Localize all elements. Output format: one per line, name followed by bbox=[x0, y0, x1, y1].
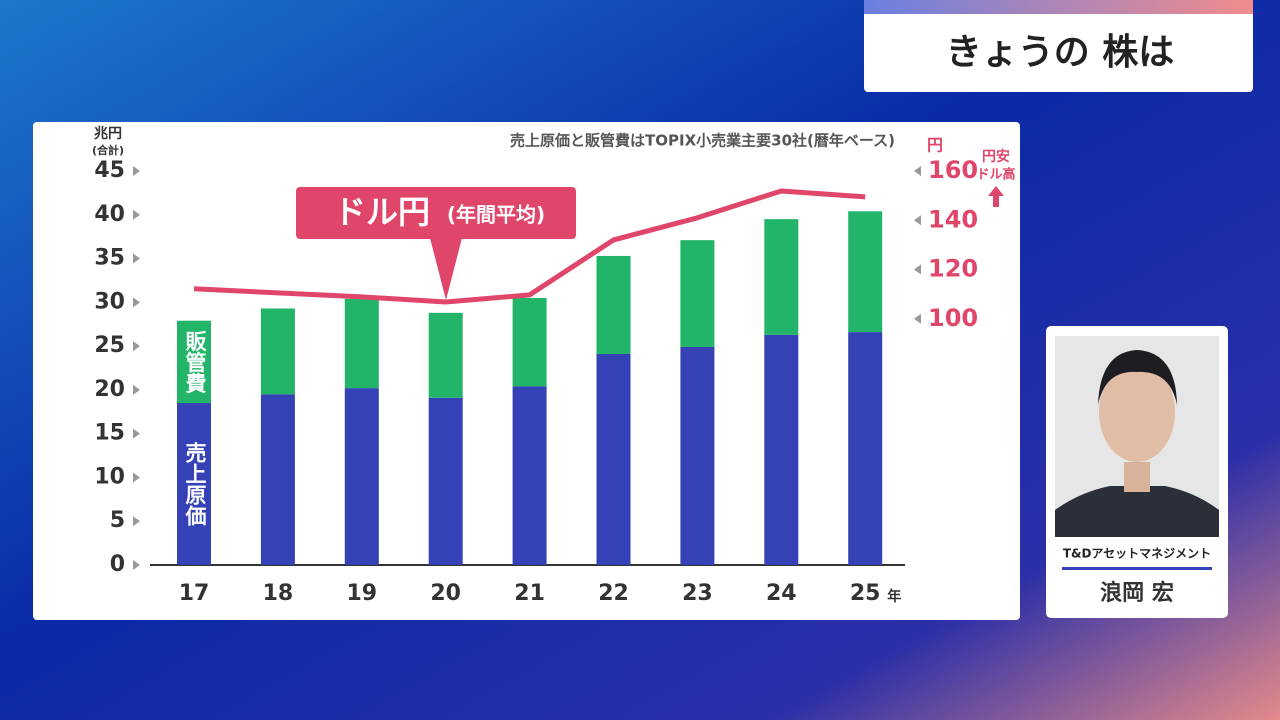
y-tick-mark bbox=[133, 297, 140, 308]
photo-suit bbox=[1055, 486, 1219, 537]
bar-segment bbox=[848, 332, 883, 565]
bar-segment bbox=[177, 403, 211, 565]
y-tick-label: 25 bbox=[94, 333, 125, 358]
y-tick-mark bbox=[133, 428, 140, 439]
plot: 0 5 10 15 20 25 30 35 40 45 100 120 140 160 17 18 19 20 21… bbox=[94, 156, 978, 606]
y2-note: 円安 bbox=[982, 148, 1010, 165]
bar-segment bbox=[680, 240, 715, 347]
y2-tick-mark bbox=[914, 215, 921, 226]
bar-segment bbox=[344, 388, 379, 565]
bar-segment bbox=[428, 312, 463, 398]
bar-segment bbox=[764, 334, 799, 565]
y-tick-label: 35 bbox=[94, 246, 125, 271]
y-unit: 兆円 bbox=[94, 126, 122, 142]
y-tick-mark bbox=[133, 253, 140, 264]
bar-segment bbox=[512, 386, 547, 565]
guest-company: T&Dアセットマネジメント bbox=[1063, 547, 1211, 561]
y-unit-note: (合計) bbox=[92, 143, 124, 157]
y-tick-mark bbox=[133, 166, 140, 176]
bar-segment bbox=[512, 297, 547, 387]
y-tick-label: 20 bbox=[94, 377, 125, 402]
header-box bbox=[864, 0, 1253, 92]
photo-face bbox=[1099, 362, 1175, 462]
y-tick-label: 40 bbox=[94, 202, 125, 227]
x-suffix: 年 bbox=[887, 588, 901, 605]
y-tick-label: 0 bbox=[110, 552, 125, 577]
x-tick-label: 20 bbox=[430, 581, 461, 606]
y-tick-label: 10 bbox=[94, 464, 125, 489]
bar-segment bbox=[428, 397, 463, 565]
chart-subtitle: 売上原価と販管費はTOPIX小売業主要30社(暦年ベース) bbox=[510, 132, 895, 150]
y2-tick-label: 100 bbox=[928, 304, 978, 332]
y2-tick-mark bbox=[914, 264, 921, 275]
callout-pointer bbox=[430, 238, 462, 300]
y2-tick-label: 160 bbox=[928, 156, 978, 184]
y-tick-mark bbox=[133, 516, 140, 527]
x-tick-label: 18 bbox=[263, 581, 294, 606]
y-tick-label: 5 bbox=[110, 508, 125, 533]
bar-segment bbox=[848, 211, 883, 333]
guest-name: 浪岡 宏 bbox=[1100, 580, 1174, 606]
x-tick-label: 19 bbox=[346, 581, 377, 606]
x-tick-label: 22 bbox=[598, 581, 629, 606]
bar-segment bbox=[764, 219, 799, 335]
callout-box bbox=[296, 187, 576, 239]
callout-note: (年間平均) bbox=[447, 203, 545, 227]
y-tick-mark bbox=[133, 341, 140, 352]
bar-segment bbox=[680, 346, 715, 565]
series-label: 売上原価 bbox=[183, 442, 208, 527]
y2-tick-mark bbox=[914, 166, 921, 176]
bar-segment bbox=[596, 353, 631, 565]
up-arrow bbox=[988, 186, 1004, 207]
y-tick-mark bbox=[133, 209, 140, 220]
y-tick-label: 30 bbox=[94, 289, 125, 314]
y2-tick-label: 140 bbox=[928, 205, 978, 233]
x-tick-label: 23 bbox=[682, 581, 713, 606]
header-title: きょうの 株は bbox=[946, 32, 1175, 73]
y2-tick-label: 120 bbox=[928, 255, 978, 283]
line-series bbox=[193, 188, 866, 305]
y2-unit: 円 bbox=[927, 136, 943, 155]
x-tick-label: 25 bbox=[850, 581, 881, 606]
bar-segment bbox=[177, 320, 211, 404]
series-label: 販管費 bbox=[183, 330, 207, 393]
bar-segment bbox=[260, 308, 295, 395]
y2-tick-mark bbox=[914, 313, 921, 324]
y2-note: ドル高 bbox=[976, 167, 1015, 183]
bar-segment bbox=[260, 394, 295, 565]
x-tick-label: 17 bbox=[179, 581, 210, 606]
y-tick-label: 15 bbox=[94, 421, 125, 446]
y-tick-mark bbox=[133, 472, 140, 483]
guest-rule bbox=[1062, 567, 1212, 570]
y-tick-mark bbox=[133, 384, 140, 395]
bar-segment bbox=[596, 255, 631, 354]
callout-label: ドル円 bbox=[334, 193, 430, 231]
x-tick-label: 21 bbox=[514, 581, 545, 606]
y-tick-mark bbox=[133, 560, 140, 570]
y-tick-label: 45 bbox=[94, 158, 125, 183]
photo-hair bbox=[1098, 350, 1177, 405]
x-tick-label: 24 bbox=[766, 581, 797, 606]
photo-neck bbox=[1124, 462, 1150, 492]
bar-segment bbox=[344, 298, 379, 389]
header-strip bbox=[864, 0, 1253, 14]
